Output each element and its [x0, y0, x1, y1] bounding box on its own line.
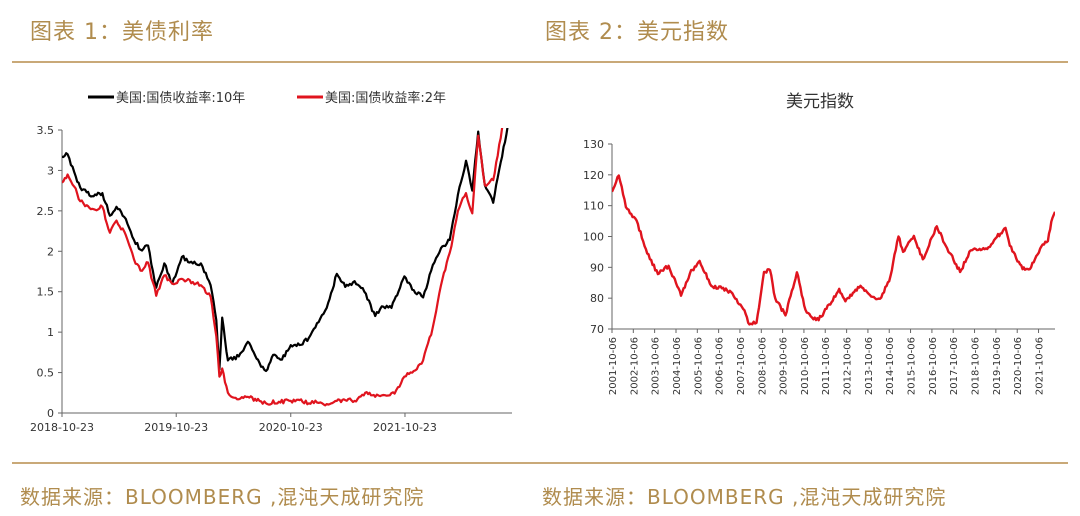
- chart-2-title: 美元指数: [786, 92, 854, 112]
- y-tick-label: 90: [590, 261, 604, 274]
- series-line-1: [62, 128, 509, 373]
- figure-2-caption: 图表 2：美元指数: [545, 20, 729, 45]
- x-tick-label: 2001-10-06: [608, 337, 619, 395]
- y-tick-label: 110: [583, 200, 604, 213]
- x-tick-label: 2019-10-06: [992, 337, 1003, 395]
- x-tick-label: 2005-10-06: [693, 337, 704, 395]
- x-tick-label: 2018-10-06: [971, 337, 982, 395]
- x-tick-label: 2004-10-06: [672, 337, 683, 395]
- figure-2-source: 数据来源：BLOOMBERG ,混沌天成研究院: [542, 485, 947, 509]
- x-tick-label: 2011-10-06: [821, 337, 832, 395]
- top-divider: [12, 61, 1068, 63]
- series-line-1: [612, 174, 1055, 326]
- figure-1-caption: 图表 1：美债利率: [30, 20, 214, 45]
- bottom-divider: [12, 462, 1068, 464]
- x-tick-label: 2006-10-06: [715, 337, 726, 395]
- x-tick-label: 2017-10-06: [949, 337, 960, 395]
- y-tick-label: 3.5: [37, 124, 55, 137]
- figure-1-source: 数据来源：BLOOMBERG ,混沌天成研究院: [20, 485, 425, 509]
- x-tick-label: 2020-10-06: [1013, 337, 1024, 395]
- x-tick-label: 2014-10-06: [885, 337, 896, 395]
- x-tick-label: 2015-10-06: [907, 337, 918, 395]
- y-tick-label: 70: [590, 323, 604, 336]
- y-tick-label: 1.5: [37, 286, 55, 299]
- legend-label-2: 美国:国债收益率:2年: [325, 90, 446, 106]
- y-tick-label: 2: [47, 245, 54, 258]
- x-tick-label: 2010-10-06: [800, 337, 811, 395]
- y-tick-label: 0.5: [37, 367, 55, 380]
- x-tick-label: 2012-10-06: [843, 337, 854, 395]
- y-tick-label: 1: [47, 326, 54, 339]
- legend-label-1: 美国:国债收益率:10年: [116, 90, 245, 106]
- x-tick-label: 2009-10-06: [779, 337, 790, 395]
- x-tick-label: 2003-10-06: [651, 337, 662, 395]
- y-tick-label: 100: [583, 231, 604, 244]
- x-tick-label: 2008-10-06: [757, 337, 768, 395]
- y-tick-label: 120: [583, 169, 604, 182]
- x-tick-label: 2021-10-06: [1035, 337, 1046, 395]
- y-tick-label: 130: [583, 138, 604, 151]
- y-tick-label: 80: [590, 292, 604, 305]
- x-tick-label: 2021-10-23: [373, 421, 437, 434]
- x-tick-label: 2019-10-23: [144, 421, 208, 434]
- x-tick-label: 2013-10-06: [864, 337, 875, 395]
- y-tick-label: 2.5: [37, 205, 55, 218]
- y-tick-label: 0: [47, 407, 54, 420]
- x-tick-label: 2007-10-06: [736, 337, 747, 395]
- x-tick-label: 2016-10-06: [928, 337, 939, 395]
- y-tick-label: 3: [47, 164, 54, 177]
- x-tick-label: 2018-10-23: [30, 421, 94, 434]
- x-tick-label: 2020-10-23: [259, 421, 323, 434]
- x-tick-label: 2002-10-06: [629, 337, 640, 395]
- series-line-2: [62, 128, 504, 407]
